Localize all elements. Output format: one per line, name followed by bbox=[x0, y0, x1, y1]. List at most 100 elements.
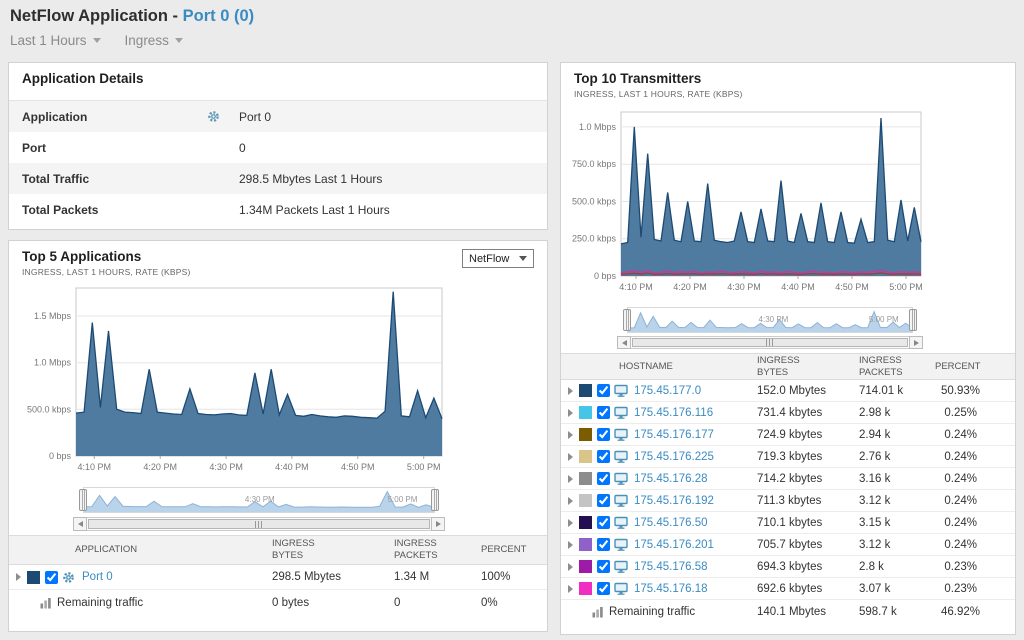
page-title-link[interactable]: Port 0 (0) bbox=[182, 7, 255, 25]
percent-cell: 0% bbox=[481, 596, 498, 609]
grip-icon bbox=[255, 520, 263, 528]
brush-handle-left[interactable] bbox=[623, 309, 631, 331]
scroll-left-button[interactable] bbox=[73, 517, 87, 531]
svg-text:1.5 Mbps: 1.5 Mbps bbox=[34, 311, 72, 321]
series-visibility-checkbox[interactable] bbox=[597, 560, 610, 573]
column-header-ingress-bytes: INGRESS BYTES bbox=[757, 354, 800, 378]
percent-cell: 50.93% bbox=[941, 384, 981, 397]
hostname-link[interactable]: 175.45.176.58 bbox=[634, 560, 708, 573]
monitor-icon bbox=[614, 428, 628, 441]
top5-table-body: Port 0 298.5 Mbytes 1.34 M 100% Remaining tr… bbox=[9, 565, 547, 615]
scrollbar-thumb[interactable] bbox=[88, 519, 430, 529]
row-expander-icon[interactable] bbox=[568, 430, 573, 439]
row-expander-icon[interactable] bbox=[568, 386, 573, 395]
svg-text:4:50 PM: 4:50 PM bbox=[341, 462, 375, 472]
monitor-icon bbox=[614, 472, 628, 485]
row-expander-icon[interactable] bbox=[568, 496, 573, 505]
series-visibility-checkbox[interactable] bbox=[597, 384, 610, 397]
svg-text:4:30 PM: 4:30 PM bbox=[209, 462, 243, 472]
series-visibility-checkbox[interactable] bbox=[597, 494, 610, 507]
hostname-link[interactable]: 175.45.176.28 bbox=[634, 472, 708, 485]
row-expander-icon[interactable] bbox=[568, 452, 573, 461]
netflow-source-select[interactable]: NetFlow bbox=[462, 249, 534, 268]
top10-table-header: HOSTNAME INGRESS BYTES INGRESS PACKETS PER… bbox=[561, 353, 1015, 380]
top10-chart-scrollbar[interactable] bbox=[617, 336, 923, 349]
detail-value: 0 bbox=[239, 140, 246, 155]
detail-row: Application Port 0 bbox=[9, 101, 547, 132]
ingress-bytes-cell: 0 bytes bbox=[272, 596, 310, 609]
scrollbar-track[interactable] bbox=[87, 517, 431, 531]
series-visibility-checkbox[interactable] bbox=[597, 406, 610, 419]
arrow-right-icon bbox=[913, 339, 919, 346]
application-link[interactable]: Port 0 bbox=[82, 571, 113, 583]
series-visibility-checkbox[interactable] bbox=[597, 516, 610, 529]
percent-cell: 0.24% bbox=[944, 472, 977, 485]
detail-label-text: Application bbox=[22, 109, 88, 124]
top5-area-chart: 0 bps 500.0 kbps 1.0 Mbps 1.5 Mbps 4:10 PM 4:… bbox=[27, 287, 443, 472]
series-visibility-checkbox[interactable] bbox=[45, 570, 58, 584]
percent-cell: 0.24% bbox=[944, 428, 977, 441]
series-visibility-checkbox[interactable] bbox=[597, 582, 610, 595]
ingress-packets-cell: 2.76 k bbox=[859, 450, 891, 463]
hostname-link[interactable]: 175.45.176.18 bbox=[634, 582, 708, 595]
hostname-link[interactable]: 175.45.176.201 bbox=[634, 538, 714, 551]
svg-text:500.0 kbps: 500.0 kbps bbox=[572, 197, 617, 207]
scroll-left-button[interactable] bbox=[617, 336, 631, 349]
svg-text:4:50 PM: 4:50 PM bbox=[835, 282, 869, 292]
monitor-icon bbox=[614, 494, 628, 507]
row-expander-icon[interactable] bbox=[568, 474, 573, 483]
scroll-right-button[interactable] bbox=[431, 517, 445, 531]
row-expander-icon[interactable] bbox=[16, 573, 21, 581]
row-expander-icon[interactable] bbox=[568, 540, 573, 549]
hostname-link[interactable]: 175.45.177.0 bbox=[634, 384, 702, 397]
application-details-title: Application Details bbox=[22, 71, 144, 86]
top10-title: Top 10 Transmitters bbox=[574, 71, 702, 86]
brush-handle-right[interactable] bbox=[431, 489, 439, 511]
table-row: 175.45.176.177 724.9 kbytes 2.94 k 0.24% bbox=[561, 424, 1015, 446]
top5-chart-scrollbar[interactable] bbox=[73, 517, 445, 531]
top5-title: Top 5 Applications bbox=[22, 249, 142, 264]
ingress-packets-cell: 3.07 k bbox=[859, 582, 891, 595]
brush-handle-left[interactable] bbox=[79, 489, 87, 511]
top10-chart: 0 bps 250.0 kbps 500.0 kbps 750.0 kbps 1.0 M… bbox=[561, 107, 1017, 308]
time-range-filter[interactable]: Last 1 Hours bbox=[10, 33, 101, 48]
series-visibility-checkbox[interactable] bbox=[597, 472, 610, 485]
scroll-right-button[interactable] bbox=[909, 336, 923, 349]
top10-chart-brush[interactable]: 4:30 PM 5:00 PM bbox=[623, 307, 917, 333]
detail-label: Application bbox=[22, 110, 239, 124]
row-main-cell: Remaining traffic bbox=[561, 606, 751, 618]
ingress-bytes-cell: 724.9 kbytes bbox=[757, 428, 823, 441]
series-visibility-checkbox[interactable] bbox=[597, 538, 610, 551]
series-visibility-checkbox[interactable] bbox=[597, 450, 610, 463]
scrollbar-track[interactable] bbox=[631, 336, 909, 349]
remaining-traffic-row: Remaining traffic 140.1 Mbytes 598.7 k 46.9… bbox=[561, 600, 1015, 624]
svg-text:0 bps: 0 bps bbox=[594, 271, 617, 281]
svg-text:4:10 PM: 4:10 PM bbox=[619, 282, 653, 292]
series-color-swatch bbox=[579, 428, 592, 441]
table-row: 175.45.176.116 731.4 kbytes 2.98 k 0.25% bbox=[561, 402, 1015, 424]
gear-icon bbox=[208, 111, 219, 122]
top5-chart-brush[interactable]: 4:30 PM 5:00 PM bbox=[79, 487, 439, 513]
hostname-link[interactable]: 175.45.176.116 bbox=[634, 406, 714, 419]
direction-filter[interactable]: Ingress bbox=[125, 33, 183, 48]
hostname-link[interactable]: 175.45.176.177 bbox=[634, 428, 714, 441]
brush-handle-right[interactable] bbox=[909, 309, 917, 331]
detail-label: Total Traffic bbox=[22, 172, 239, 186]
page-title: NetFlow Application - Port 0 (0) bbox=[10, 7, 254, 26]
row-expander-icon[interactable] bbox=[568, 584, 573, 593]
row-expander-icon[interactable] bbox=[568, 408, 573, 417]
hostname-link[interactable]: 175.45.176.192 bbox=[634, 494, 714, 507]
table-row: 175.45.176.192 711.3 kbytes 3.12 k 0.24% bbox=[561, 490, 1015, 512]
hostname-link[interactable]: 175.45.176.225 bbox=[634, 450, 714, 463]
detail-value: Port 0 bbox=[239, 109, 272, 124]
top5-table-header: APPLICATION INGRESS BYTES INGRESS PACKETS … bbox=[9, 535, 547, 565]
row-expander-icon[interactable] bbox=[568, 562, 573, 571]
hostname-link[interactable]: 175.45.176.50 bbox=[634, 516, 708, 529]
series-visibility-checkbox[interactable] bbox=[597, 428, 610, 441]
series-color-swatch bbox=[579, 560, 592, 573]
svg-text:4:30 PM: 4:30 PM bbox=[727, 282, 761, 292]
row-expander-icon[interactable] bbox=[568, 518, 573, 527]
detail-value: 1.34M Packets Last 1 Hours bbox=[239, 202, 390, 217]
scrollbar-thumb[interactable] bbox=[632, 338, 908, 347]
column-header-ingress-packets: INGRESS PACKETS bbox=[394, 538, 438, 561]
